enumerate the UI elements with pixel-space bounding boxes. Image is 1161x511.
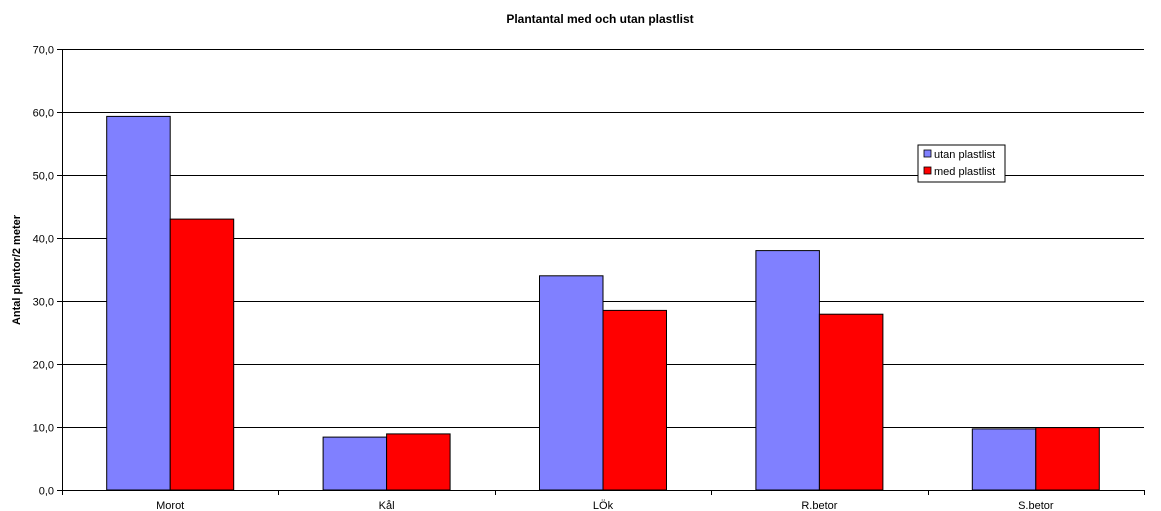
bar-med-plastlist-3	[818, 313, 884, 491]
y-tick-label: 20,0	[33, 360, 54, 372]
bar-utan-plastlist-3	[755, 250, 820, 491]
chart-title: Plantantal med och utan plastlist	[506, 12, 693, 26]
legend-swatch-med-plastlist	[923, 166, 932, 175]
legend-swatch-utan-plastlist	[923, 149, 932, 158]
bar-med-plastlist-2	[602, 309, 667, 491]
bar-med-plastlist-0	[169, 218, 235, 491]
bar-med-plastlist-1	[386, 433, 451, 491]
bar-utan-plastlist-1	[322, 436, 388, 491]
y-tick-label: 50,0	[33, 171, 54, 183]
legend-label-utan-plastlist: utan plastlist	[934, 149, 995, 161]
y-tick-label: 30,0	[33, 297, 54, 309]
y-tick-label: 70,0	[33, 45, 54, 57]
bar-med-plastlist-4	[1035, 427, 1100, 491]
bar-utan-plastlist-2	[539, 275, 604, 491]
axes: 0,0 10,0 20,0 30,0 40,0 50,0 60,0 70,0 Morot Kål L…	[33, 45, 1145, 511]
y-tick-label: 60,0	[33, 108, 54, 120]
y-axis-label: Antal plantor/2 meter	[11, 214, 23, 325]
y-tick-label: 40,0	[33, 234, 54, 246]
bar-utan-plastlist-0	[106, 115, 171, 491]
x-tick-label: Morot	[156, 500, 184, 511]
x-tick-label: LÖk	[593, 500, 614, 511]
legend-box	[917, 144, 1006, 183]
bars	[106, 115, 1100, 491]
legend: utan plastlist med plastlist	[917, 144, 1006, 183]
y-tick-label: 0,0	[39, 486, 54, 498]
bar-utan-plastlist-4	[971, 428, 1037, 491]
x-tick-label: S.betor	[1018, 500, 1054, 511]
y-tick-label: 10,0	[33, 423, 54, 435]
x-tick-label: Kål	[379, 500, 395, 511]
x-tick-label: R.betor	[801, 500, 837, 511]
legend-label-med-plastlist: med plastlist	[934, 166, 995, 178]
